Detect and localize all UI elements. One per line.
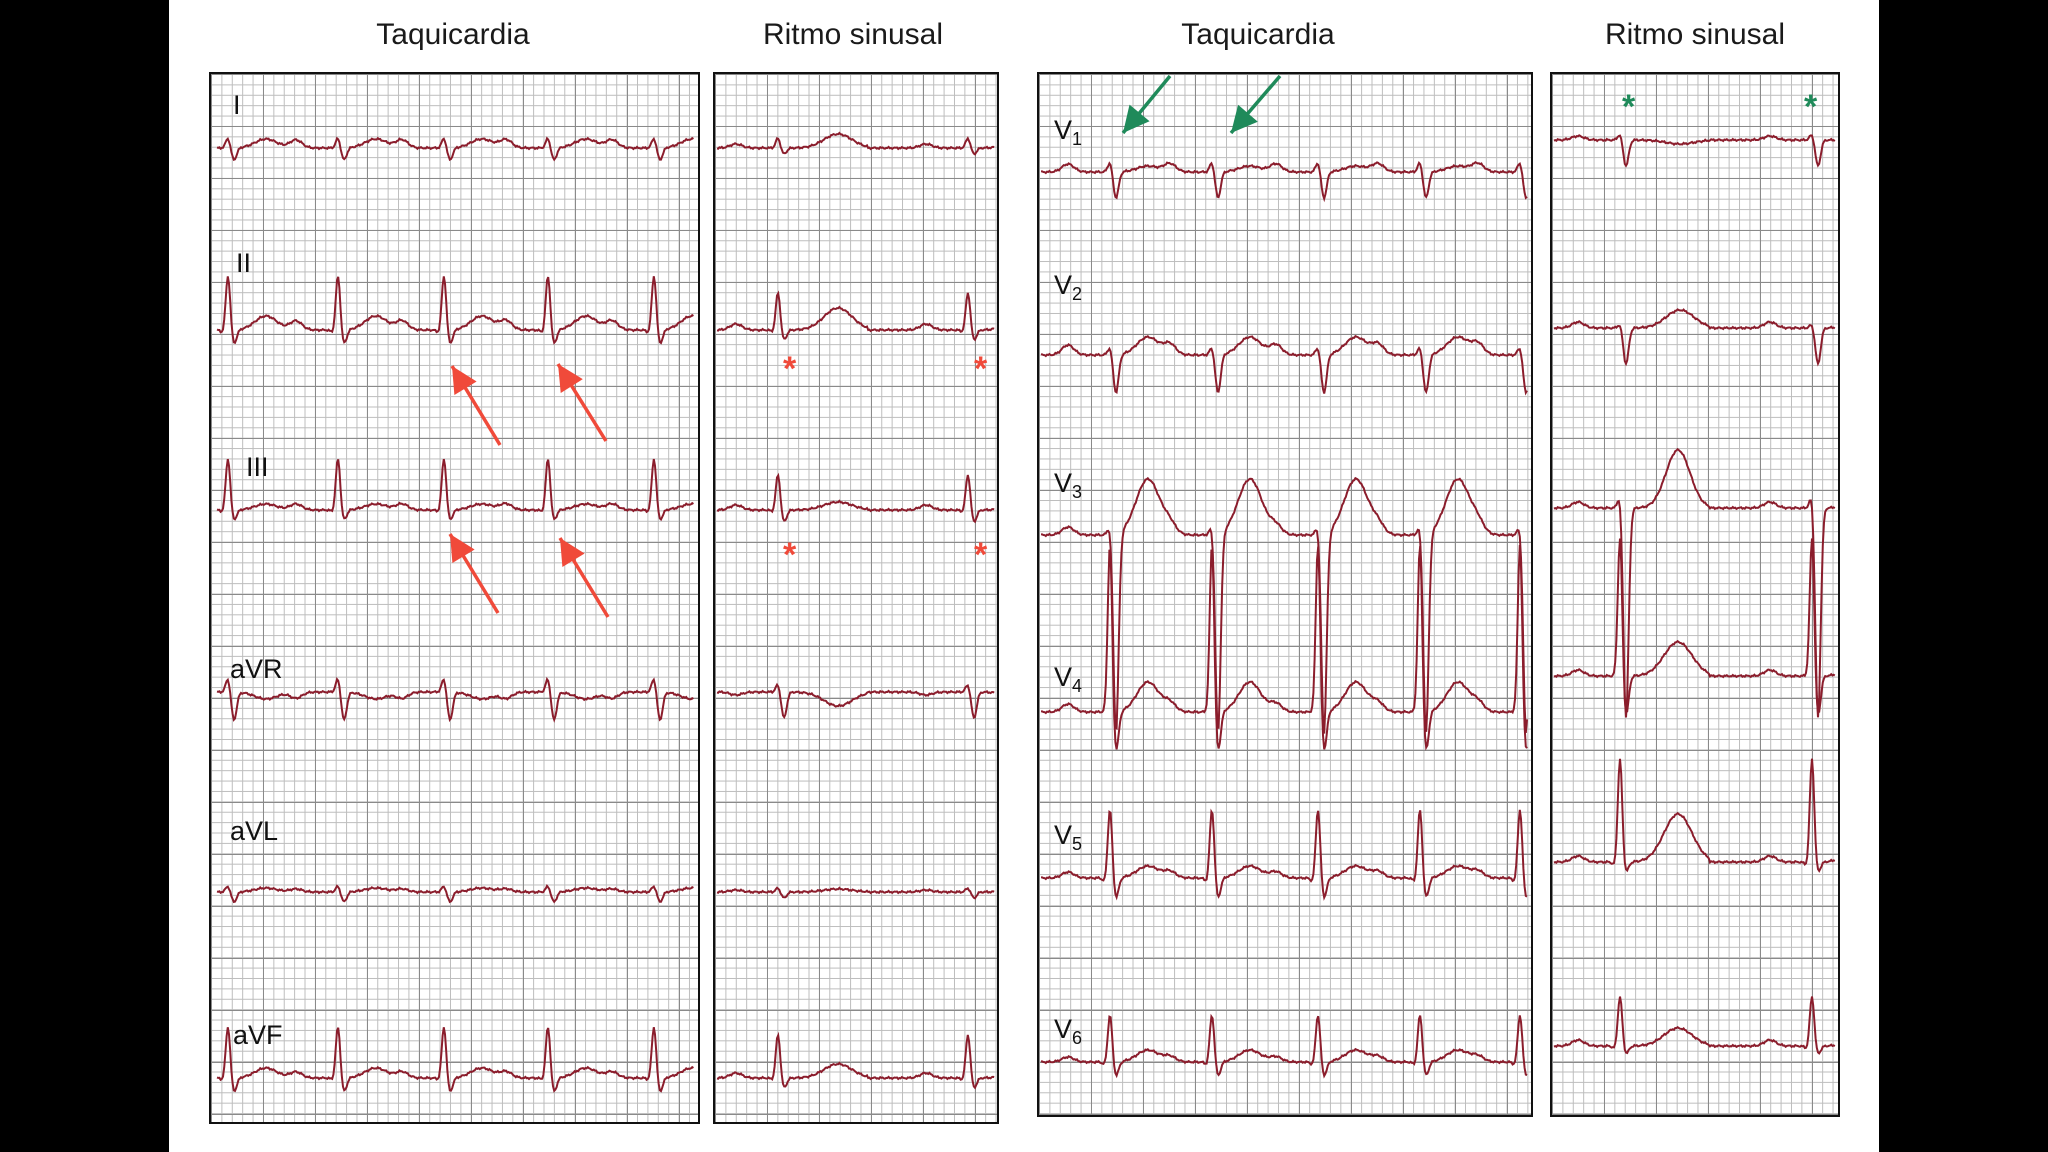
- title-ritmo-sinusal-limb: Ritmo sinusal: [762, 18, 944, 51]
- lead-label-III: III: [246, 452, 269, 482]
- title-taquicardia-limb: Taquicardia: [376, 18, 530, 51]
- lead-label-aVR: aVR: [230, 654, 283, 684]
- ecg-trace-precordial-sinus: [1553, 447, 1836, 718]
- ecg-trace-limb-tachy: [216, 1027, 694, 1093]
- lead-label-V3: V3: [1054, 468, 1083, 502]
- ecg-trace-precordial-sinus: [1553, 308, 1836, 367]
- title-ritmo-sinusal-precordial: Ritmo sinusal: [1604, 18, 1786, 51]
- red-arrow: [450, 365, 502, 446]
- title-taquicardia-precordial: Taquicardia: [1181, 18, 1335, 51]
- red-asterisk-marker: *: [783, 536, 797, 574]
- lead-label-aVF: aVF: [233, 1020, 283, 1050]
- red-arrow: [556, 363, 608, 442]
- lead-label-V2: V2: [1054, 270, 1083, 304]
- ecg-panel-precordial-tachycardia: [1037, 72, 1533, 1117]
- ecg-trace-precordial-tachy: [1041, 160, 1528, 203]
- lead-label-II: II: [236, 248, 252, 278]
- ecg-trace-precordial-tachy: [1041, 808, 1528, 901]
- lead-label-V6: V6: [1054, 1014, 1083, 1048]
- ecg-trace-limb-sinus: [716, 1031, 995, 1090]
- ecg-trace-limb-sinus: [716, 886, 995, 900]
- ecg-trace-limb-sinus: [716, 290, 995, 342]
- ecg-trace-limb-tachy: [216, 276, 694, 345]
- ecg-trace-limb-tachy: [216, 458, 694, 522]
- ecg-trace-precordial-tachy: [1041, 1013, 1528, 1079]
- ecg-trace-limb-sinus: [716, 472, 995, 524]
- ecg-trace-precordial-sinus: [1553, 134, 1836, 168]
- green-asterisk-marker: *: [1622, 88, 1636, 126]
- ecg-trace-precordial-tachy: [1041, 476, 1528, 734]
- lead-label-I: I: [233, 90, 241, 120]
- ecg-trace-precordial-sinus: [1553, 758, 1836, 873]
- lead-label-V1: V1: [1054, 115, 1083, 149]
- red-asterisk-marker: *: [974, 350, 988, 388]
- ecg-trace-precordial-sinus: [1553, 996, 1836, 1055]
- red-arrow: [558, 537, 610, 618]
- red-asterisk-marker: *: [783, 350, 797, 388]
- red-asterisk-marker: *: [974, 536, 988, 574]
- ecg-panel-limb-tachycardia: [209, 72, 700, 1124]
- ecg-trace-limb-sinus: [716, 131, 995, 156]
- ecg-trace-limb-sinus: [716, 682, 995, 720]
- green-arrow: [1121, 74, 1172, 135]
- green-arrow: [1229, 74, 1282, 135]
- ecg-trace-precordial-tachy: [1041, 545, 1528, 751]
- red-arrow: [448, 533, 500, 614]
- lead-label-V4: V4: [1054, 662, 1083, 696]
- ecg-panel-precordial-sinus: [1550, 72, 1840, 1117]
- green-asterisk-marker: *: [1804, 88, 1818, 126]
- ecg-trace-limb-tachy: [216, 884, 694, 904]
- ecg-panel-limb-sinus: [713, 72, 999, 1124]
- lead-label-V5: V5: [1054, 820, 1083, 854]
- lead-label-aVL: aVL: [230, 816, 279, 846]
- ecg-trace-limb-tachy: [216, 136, 694, 162]
- ecg-trace-precordial-tachy: [1041, 334, 1528, 396]
- ecg-trace-precordial-sinus: [1553, 538, 1836, 715]
- ecg-trace-limb-tachy: [216, 676, 694, 723]
